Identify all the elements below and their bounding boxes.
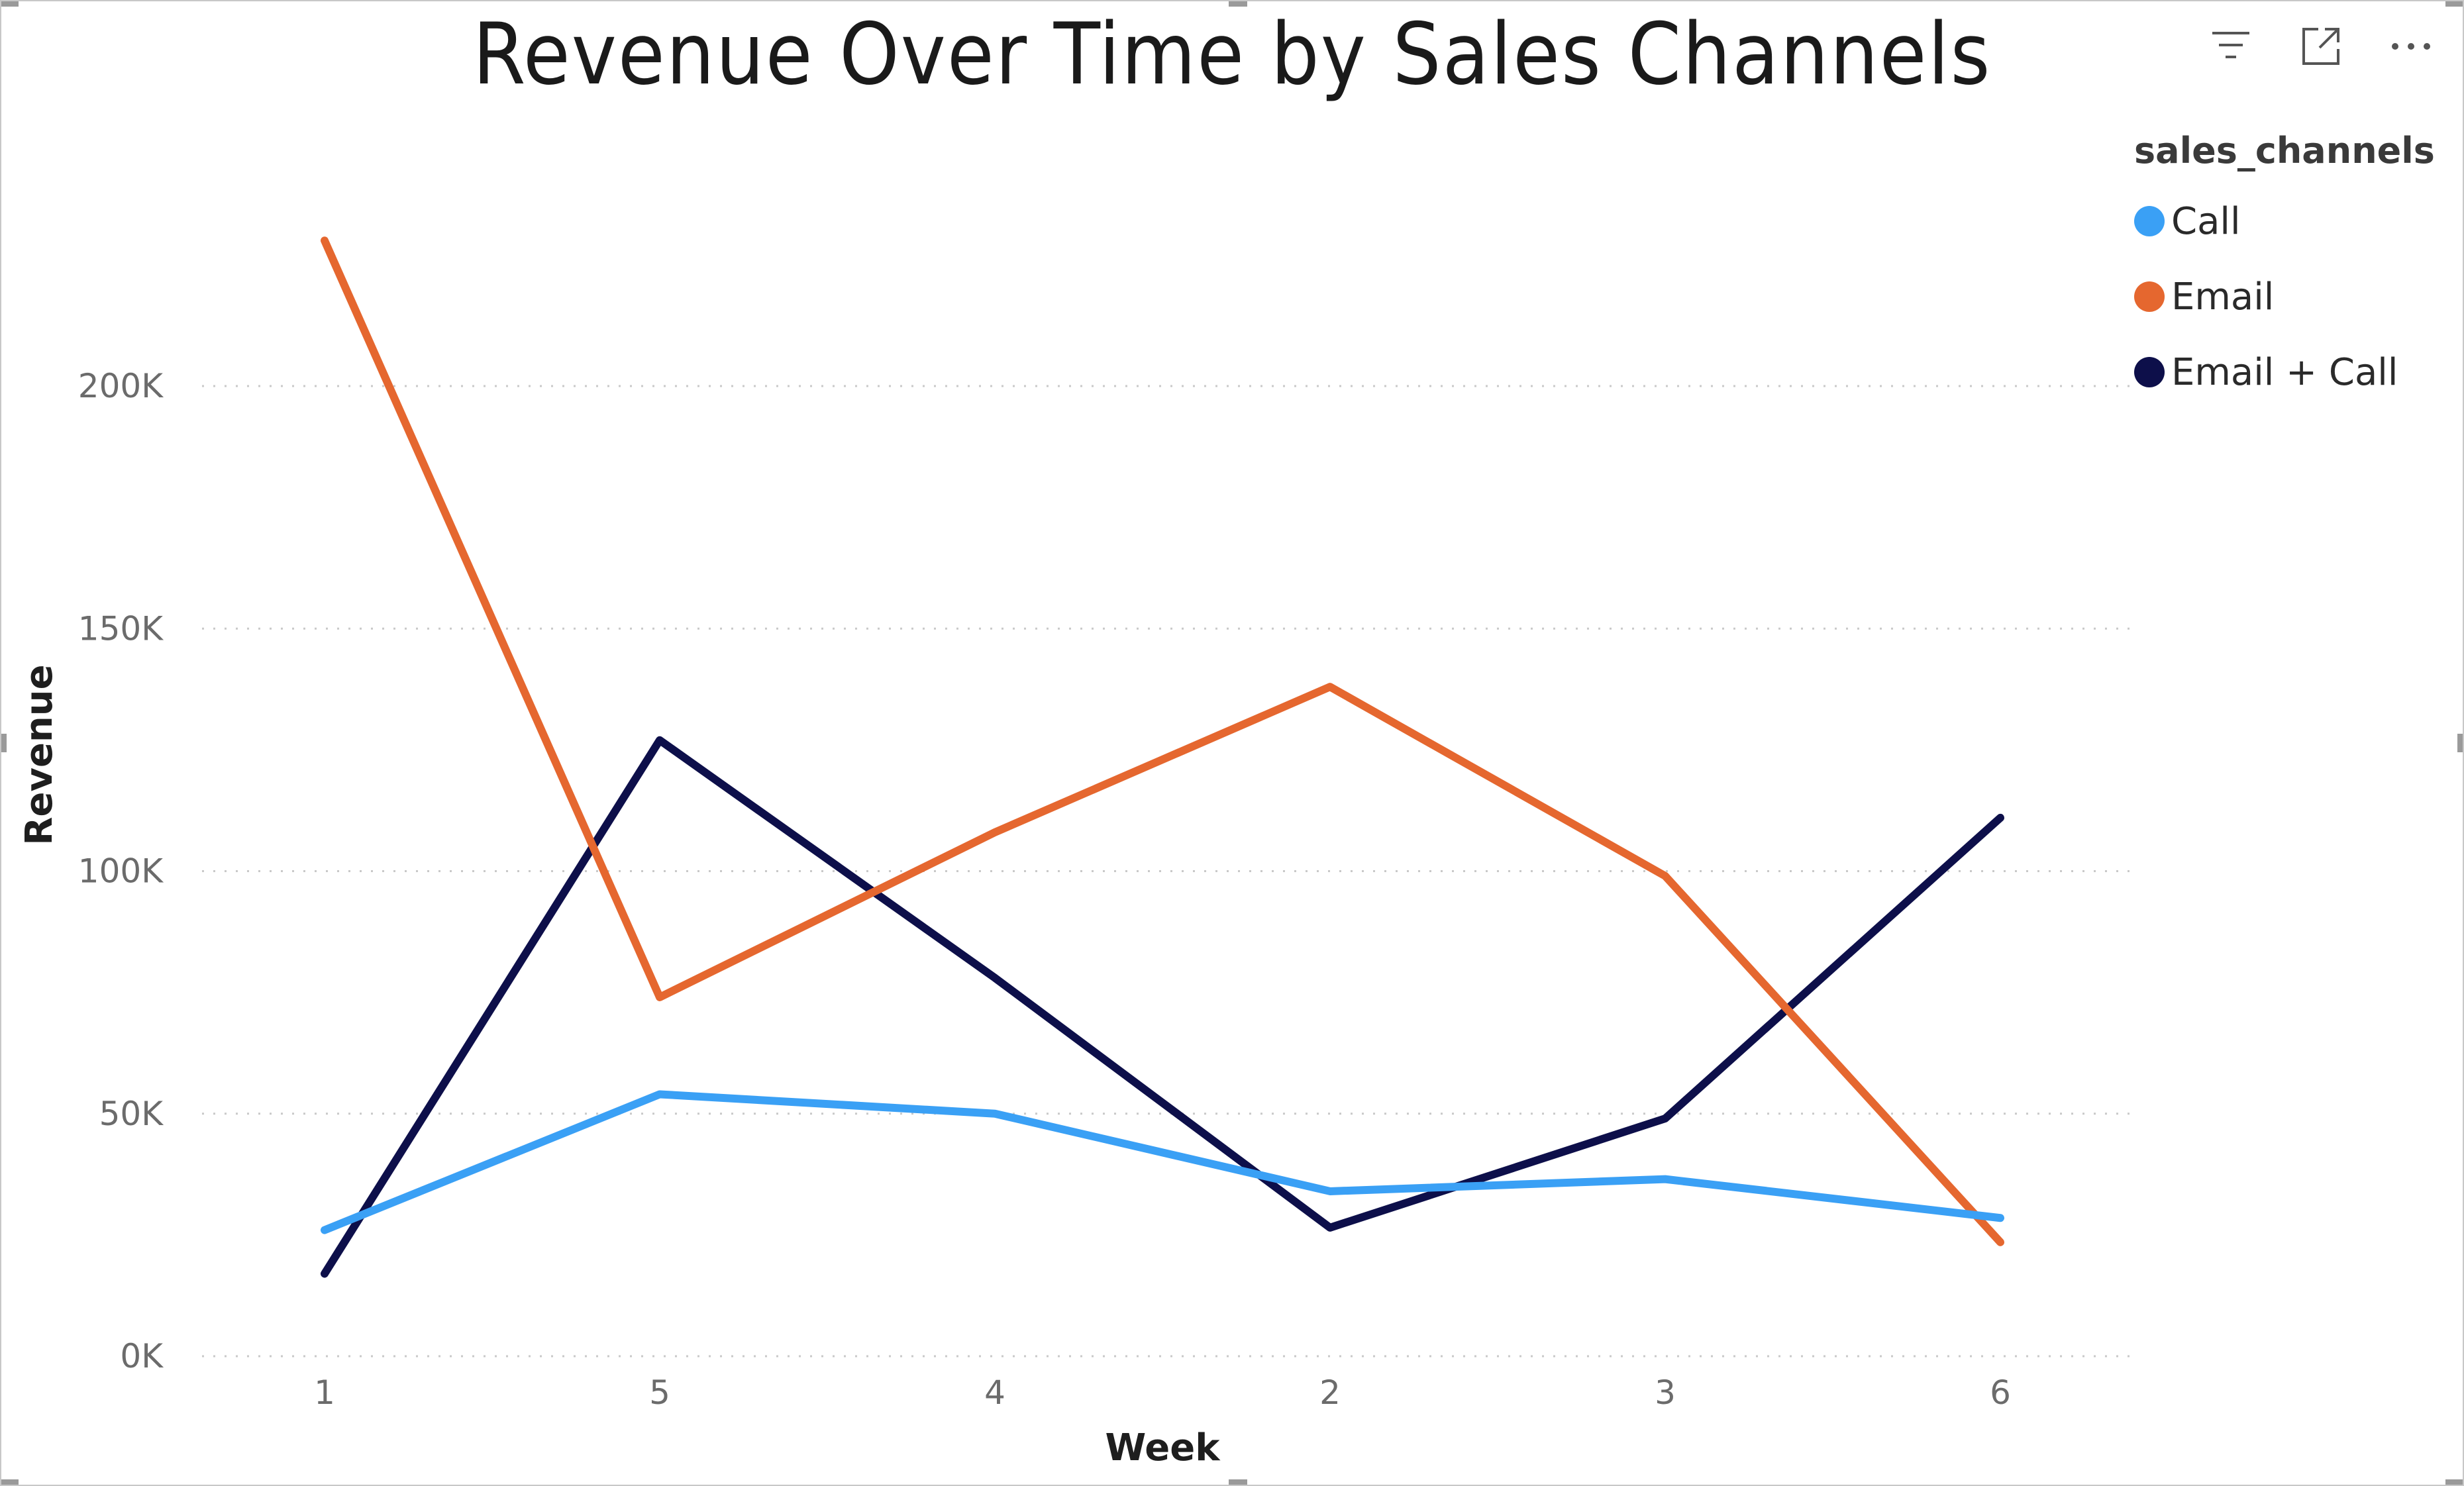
legend-item-email[interactable]: Email bbox=[2134, 259, 2435, 334]
more-options-icon[interactable] bbox=[2385, 20, 2438, 73]
resize-handle-top[interactable] bbox=[1229, 1, 1247, 7]
chart-title: Revenue Over Time by Sales Channels bbox=[472, 5, 1992, 104]
series-line-call[interactable] bbox=[321, 1090, 2004, 1234]
x-tick-label: 1 bbox=[314, 1373, 335, 1412]
focus-mode-icon[interactable] bbox=[2294, 20, 2347, 73]
resize-handle-left[interactable] bbox=[1, 734, 7, 752]
x-tick-label: 6 bbox=[1990, 1373, 2011, 1412]
legend-label: Email bbox=[2171, 275, 2275, 319]
gridlines bbox=[202, 385, 2130, 1358]
corner-handle-top-left[interactable] bbox=[1, 1, 19, 7]
resize-handle-bottom[interactable] bbox=[1229, 1479, 1247, 1485]
corner-handle-bottom-left[interactable] bbox=[1, 1479, 19, 1485]
series-lines bbox=[321, 236, 2004, 1278]
visual-header bbox=[2204, 20, 2438, 73]
series-line-email-call[interactable] bbox=[321, 736, 2004, 1278]
y-tick-label: 200K bbox=[78, 367, 164, 405]
y-axis-title: Revenue bbox=[18, 664, 61, 845]
x-axis-title: Week bbox=[1105, 1426, 1221, 1469]
legend-label: Call bbox=[2171, 199, 2241, 243]
corner-handle-bottom-right[interactable] bbox=[2445, 1479, 2463, 1485]
legend-marker bbox=[2134, 281, 2165, 312]
y-tick-label: 100K bbox=[78, 852, 164, 891]
filter-icon[interactable] bbox=[2204, 20, 2257, 73]
legend: sales_channels Call Email Email + Call bbox=[2134, 130, 2435, 410]
y-tick-label: 50K bbox=[99, 1095, 164, 1133]
y-tick-label: 0K bbox=[120, 1337, 164, 1375]
resize-handle-right[interactable] bbox=[2457, 734, 2463, 752]
y-tick-label: 150K bbox=[78, 609, 164, 648]
legend-marker bbox=[2134, 206, 2165, 236]
legend-item-call[interactable]: Call bbox=[2134, 183, 2435, 259]
x-tick-label: 4 bbox=[984, 1373, 1005, 1412]
x-tick-label: 5 bbox=[649, 1373, 670, 1412]
x-tick-label: 2 bbox=[1319, 1373, 1341, 1412]
x-axis: 1 5 4 2 3 6 bbox=[314, 1373, 2011, 1412]
corner-handle-top-right[interactable] bbox=[2445, 1, 2463, 7]
legend-item-email-call[interactable]: Email + Call bbox=[2134, 334, 2435, 410]
legend-title: sales_channels bbox=[2134, 130, 2435, 172]
series-line-email[interactable] bbox=[321, 236, 2004, 1246]
y-axis: 0K 50K 100K 150K 200K bbox=[78, 367, 164, 1375]
x-tick-label: 3 bbox=[1655, 1373, 1676, 1412]
legend-label: Email + Call bbox=[2171, 350, 2398, 394]
legend-marker bbox=[2134, 357, 2165, 387]
